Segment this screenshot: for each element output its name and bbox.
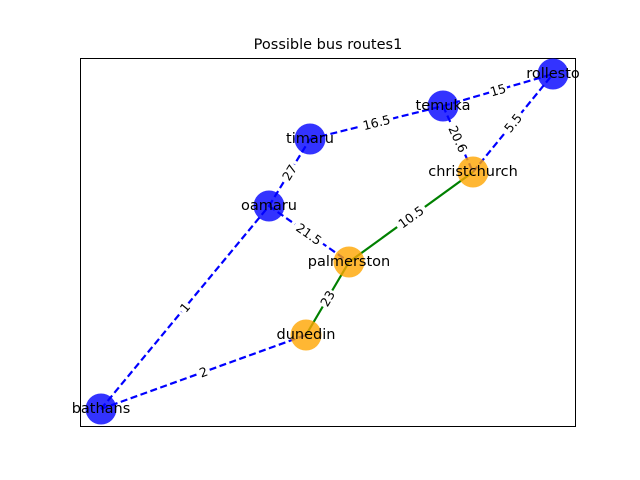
edge-label-group: 16.5: [357, 110, 396, 135]
edge-weight-label: 27: [279, 162, 300, 183]
edge-label-background: [498, 107, 528, 139]
nodes-layer: [85, 58, 569, 425]
node-label-bathans: bathans: [72, 401, 131, 417]
edge-label-group: 20.6: [443, 120, 473, 158]
node-label-palmerston: palmerston: [308, 254, 390, 270]
edge-label-group: 2: [195, 362, 212, 382]
node-christchurch: [457, 156, 489, 188]
edge-label-group: 27: [277, 160, 302, 185]
node-bathans: [85, 393, 117, 425]
node-label-oamaru: oamaru: [241, 198, 297, 214]
edge-weight-label: 15: [488, 81, 507, 100]
edges-layer: [100, 72, 554, 411]
edge-label-group: 5.5: [498, 107, 528, 139]
edge-weight-label: 23: [317, 288, 338, 309]
chart-title: Possible bus routes1: [254, 37, 403, 53]
edge-label-group: 10.5: [392, 200, 430, 234]
edge-label-background: [277, 160, 302, 185]
edge-label-background: [443, 120, 473, 158]
node-temuka: [427, 90, 459, 122]
edge-label-background: [290, 217, 328, 251]
node-dunedin: [290, 319, 322, 351]
node-label-timaru: timaru: [286, 131, 334, 147]
plot-frame: [80, 58, 576, 427]
edge-label-background: [175, 298, 195, 317]
node-label-rolleston: rollesto: [526, 66, 580, 82]
node-palmerston: [333, 246, 365, 278]
node-timaru: [294, 123, 326, 155]
node-label-temuka: temuka: [416, 98, 471, 114]
edge-label-background: [195, 362, 212, 382]
node-rolleston: [537, 58, 569, 90]
node-label-dunedin: dunedin: [277, 327, 336, 343]
edge-label-background: [357, 110, 396, 135]
edge-label-background: [315, 286, 340, 311]
edge-weight-label: 20.6: [445, 123, 470, 155]
node-label-christchurch: christchurch: [428, 164, 518, 180]
edge-label-background: [392, 200, 430, 234]
edge-label-group: 23: [315, 286, 340, 311]
edge-label-background: [486, 79, 510, 101]
edge-weight-label: 16.5: [361, 112, 392, 133]
edge-label-group: 15: [486, 79, 510, 101]
edge-label-group: 21.5: [290, 217, 328, 251]
node-oamaru: [253, 190, 285, 222]
node-labels-layer: rollesto temuka timaru oamaru christchurch pa…: [72, 66, 580, 417]
